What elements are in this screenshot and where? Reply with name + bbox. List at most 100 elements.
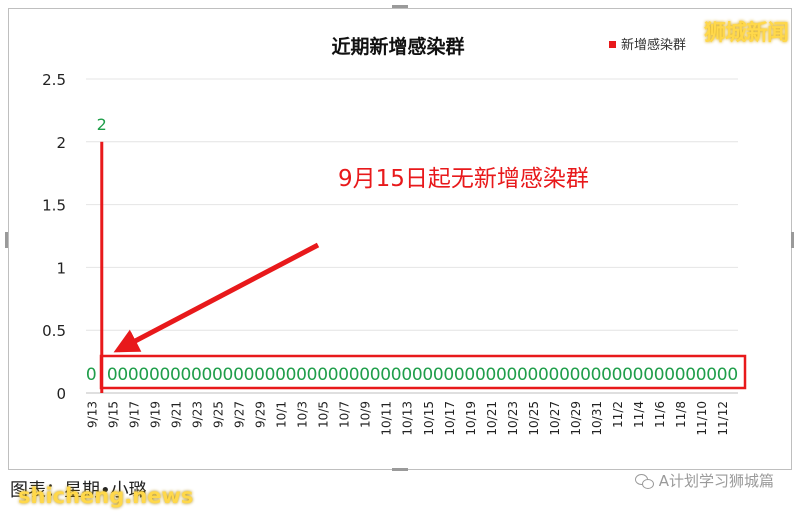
x-tick-label: 10/1: [275, 401, 289, 428]
data-label: 0: [717, 365, 728, 385]
data-label: 0: [654, 365, 665, 385]
data-label: 0: [422, 365, 433, 385]
data-label: 0: [117, 365, 128, 385]
wechat-account: A计划学习狮城篇: [634, 470, 774, 491]
data-label: 0: [349, 365, 360, 385]
data-label: 0: [496, 365, 507, 385]
data-label: 0: [223, 365, 234, 385]
resize-handle-left[interactable]: [5, 232, 8, 248]
x-tick-label: 10/3: [296, 401, 310, 428]
data-label: 0: [370, 365, 381, 385]
data-label: 0: [664, 365, 675, 385]
data-label: 0: [675, 365, 686, 385]
zero-values-highlight-box: [99, 354, 747, 390]
x-tick-label: 10/29: [569, 401, 583, 436]
data-label: 0: [380, 365, 391, 385]
y-tick-label: 2.5: [42, 71, 66, 89]
annotation-text: 9月15日起无新增感染群: [338, 166, 589, 192]
resize-handle-top[interactable]: [392, 5, 408, 8]
x-tick-label: 11/10: [695, 401, 709, 436]
data-label: 0: [591, 365, 602, 385]
data-label: 0: [359, 365, 370, 385]
data-label: 0: [506, 365, 517, 385]
x-tick-label: 10/19: [464, 401, 478, 436]
data-label: 0: [454, 365, 465, 385]
data-label: 0: [328, 365, 339, 385]
data-label: 0: [706, 365, 717, 385]
y-tick-label: 1: [56, 259, 66, 277]
x-tick-label: 9/15: [106, 401, 120, 428]
data-label: 0: [517, 365, 528, 385]
legend-label: 新增感染群: [621, 37, 686, 53]
data-label: 0: [559, 365, 570, 385]
resize-handle-bottom[interactable]: [392, 468, 408, 471]
data-labels: 020 0 0 0 0 0 0 0 0 0 0 0 0 0 0 0 0 0 0 0 0 0 0 0 0 0 0 0 0 0 0 0 0 0 0 0 0 0…: [86, 115, 738, 385]
gridlines: [86, 78, 738, 394]
data-label: 0: [464, 365, 475, 385]
bar: [100, 141, 104, 393]
data-label: 0: [307, 365, 318, 385]
y-tick-label: 0: [56, 385, 66, 403]
data-label: 0: [286, 365, 297, 385]
resize-handle-right[interactable]: [791, 232, 794, 248]
x-tick-label: 11/12: [716, 401, 730, 436]
data-label: 0: [633, 365, 644, 385]
x-tick-label: 10/13: [401, 401, 415, 436]
data-label: 0: [254, 365, 265, 385]
x-tick-label: 10/9: [359, 401, 373, 428]
x-tick-label: 9/17: [127, 401, 141, 428]
data-label: 0: [433, 365, 444, 385]
x-tick-label: 9/19: [148, 401, 162, 428]
data-label: 0: [570, 365, 581, 385]
x-tick-label: 9/27: [232, 401, 246, 428]
data-label: 0: [159, 365, 170, 385]
data-label: 0: [138, 365, 149, 385]
x-tick-label: 10/21: [485, 401, 499, 436]
data-label: 0: [86, 365, 97, 385]
x-tick-label: 10/31: [590, 401, 604, 436]
data-label: 0: [128, 365, 139, 385]
data-label: 0: [202, 365, 213, 385]
x-tick-label: 9/25: [211, 401, 225, 428]
site-watermark: shicheng.news: [18, 484, 194, 508]
data-label: 0: [265, 365, 276, 385]
data-label: 0: [696, 365, 707, 385]
y-tick-label: 2: [56, 134, 66, 152]
y-tick-label: 0.5: [42, 322, 66, 340]
data-label: 0: [180, 365, 191, 385]
data-label: 0: [580, 365, 591, 385]
data-label: 0: [727, 365, 738, 385]
data-label: 0: [601, 365, 612, 385]
x-tick-label: 9/13: [85, 401, 99, 428]
x-tick-label: 10/5: [317, 401, 331, 428]
legend-swatch: [609, 41, 616, 48]
data-label: 0: [475, 365, 486, 385]
bars: [100, 141, 104, 393]
x-tick-label: 9/21: [169, 401, 183, 428]
x-tick-label: 10/25: [527, 401, 541, 436]
brand-watermark: 狮城新闻: [703, 21, 789, 46]
data-label: 0: [443, 365, 454, 385]
x-tick-label: 11/8: [674, 401, 688, 428]
x-tick-label: 9/23: [190, 401, 204, 428]
data-label: 0: [233, 365, 244, 385]
wechat-icon: [634, 473, 655, 489]
data-label: 0: [622, 365, 633, 385]
x-tick-label: 10/17: [443, 401, 457, 436]
data-label: 0: [391, 365, 402, 385]
data-label: 0: [643, 365, 654, 385]
data-label: 0: [538, 365, 549, 385]
data-label: 0: [412, 365, 423, 385]
data-label: 0: [191, 365, 202, 385]
data-label: 0: [317, 365, 328, 385]
x-tick-label: 10/7: [338, 401, 352, 428]
x-tick-label: 10/23: [506, 401, 520, 436]
data-label: 0: [612, 365, 623, 385]
legend: 新增感染群: [609, 37, 686, 53]
x-tick-label: 9/29: [254, 401, 268, 428]
x-tick-label: 10/27: [548, 401, 562, 436]
data-label: 0: [244, 365, 255, 385]
y-tick-label: 1.5: [42, 197, 66, 215]
wechat-account-name: A计划学习狮城篇: [658, 472, 774, 490]
